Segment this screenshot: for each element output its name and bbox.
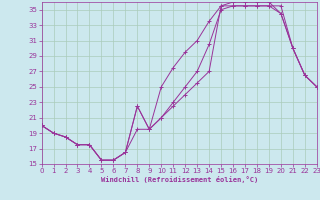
X-axis label: Windchill (Refroidissement éolien,°C): Windchill (Refroidissement éolien,°C) (100, 176, 258, 183)
